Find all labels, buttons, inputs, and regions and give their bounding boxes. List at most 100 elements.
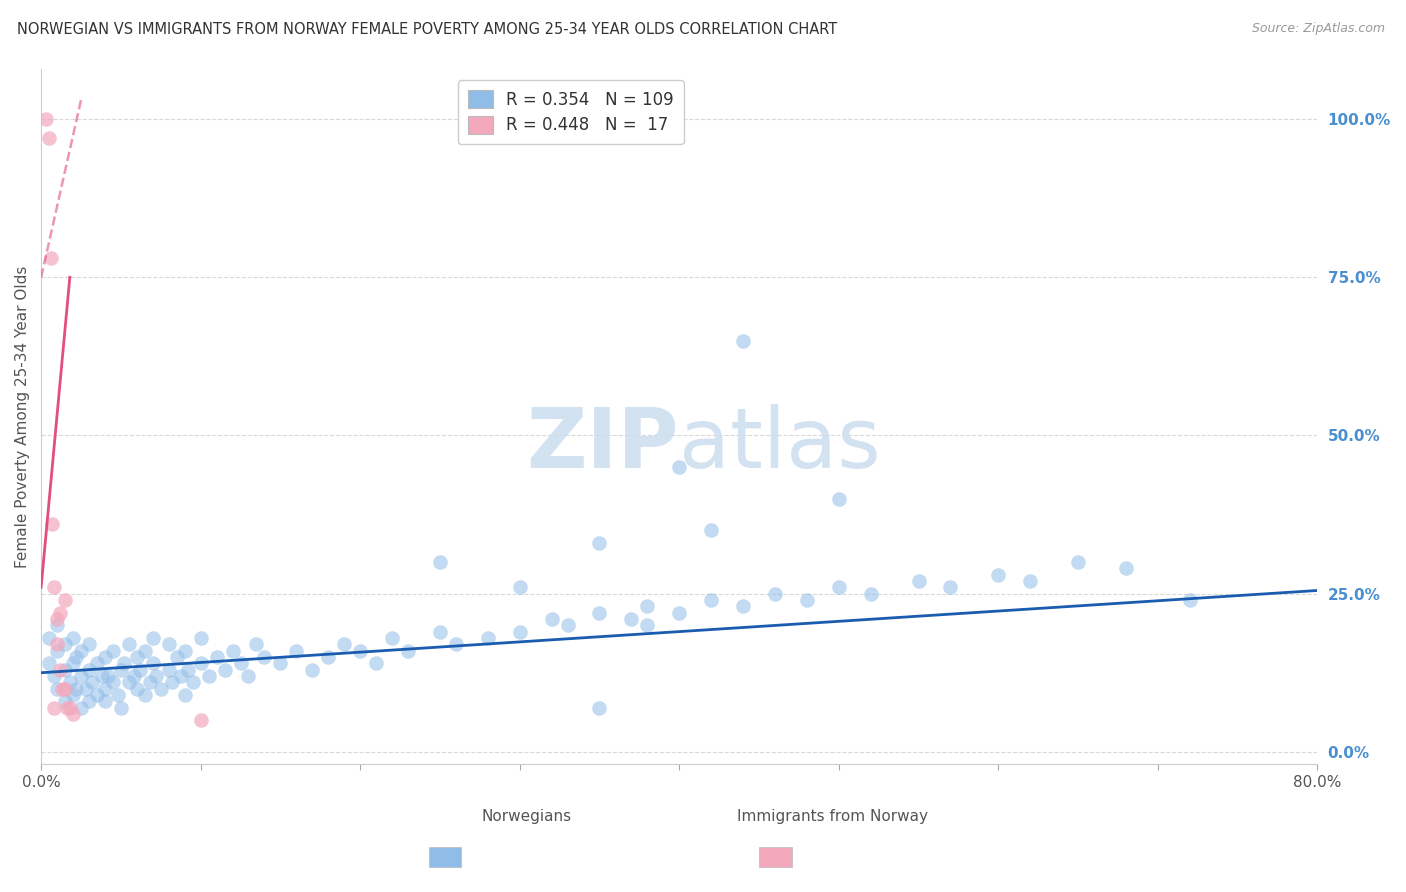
Point: [110, 663, 132, 677]
Point: [41, 516, 63, 531]
Point: [173, 688, 195, 702]
Point: [245, 637, 267, 651]
Point: [197, 669, 219, 683]
Point: [177, 663, 200, 677]
Point: [55, 700, 77, 714]
Point: [70, 643, 93, 657]
Y-axis label: Female Poverty Among 25-34 Year Olds: Female Poverty Among 25-34 Year Olds: [15, 265, 30, 567]
Point: [205, 649, 228, 664]
Text: Norwegians: Norwegians: [481, 809, 571, 824]
Point: [46, 618, 69, 632]
Point: [668, 606, 690, 620]
Point: [700, 524, 723, 538]
Point: [94, 694, 117, 708]
Text: Immigrants from Norway: Immigrants from Norway: [737, 809, 928, 824]
Point: [221, 643, 243, 657]
Point: [38, 631, 60, 645]
Text: ZIP: ZIP: [527, 404, 679, 485]
Point: [1178, 593, 1201, 607]
Point: [145, 669, 167, 683]
Point: [107, 688, 129, 702]
Point: [62, 657, 84, 671]
Point: [38, 657, 60, 671]
Point: [588, 700, 610, 714]
Point: [77, 694, 100, 708]
Point: [859, 587, 882, 601]
Point: [118, 637, 141, 651]
Point: [588, 606, 610, 620]
Point: [173, 643, 195, 657]
Point: [110, 700, 132, 714]
Point: [138, 675, 160, 690]
Point: [142, 657, 165, 671]
Point: [53, 694, 76, 708]
Point: [238, 669, 260, 683]
Point: [42, 700, 65, 714]
Point: [125, 681, 148, 696]
Point: [429, 555, 451, 569]
Point: [366, 657, 388, 671]
Point: [477, 631, 499, 645]
Point: [1019, 574, 1042, 588]
Point: [166, 649, 188, 664]
Point: [77, 637, 100, 651]
Point: [190, 657, 212, 671]
Point: [987, 567, 1010, 582]
Point: [46, 681, 69, 696]
Point: [763, 587, 786, 601]
Point: [125, 649, 148, 664]
Point: [53, 593, 76, 607]
Point: [86, 657, 108, 671]
Point: [62, 706, 84, 721]
Point: [509, 580, 531, 594]
Point: [170, 669, 193, 683]
Point: [62, 631, 84, 645]
Point: [90, 669, 112, 683]
Point: [38, 131, 60, 145]
Point: [101, 643, 124, 657]
Point: [620, 612, 643, 626]
Point: [157, 637, 180, 651]
Point: [65, 649, 87, 664]
Point: [253, 649, 276, 664]
Point: [429, 624, 451, 639]
Point: [59, 675, 82, 690]
Point: [157, 663, 180, 677]
Point: [134, 643, 156, 657]
Point: [59, 700, 82, 714]
Point: [82, 675, 104, 690]
Point: [94, 681, 117, 696]
Point: [907, 574, 929, 588]
Point: [46, 612, 69, 626]
Text: Source: ZipAtlas.com: Source: ZipAtlas.com: [1251, 22, 1385, 36]
Text: NORWEGIAN VS IMMIGRANTS FROM NORWAY FEMALE POVERTY AMONG 25-34 YEAR OLDS CORRELA: NORWEGIAN VS IMMIGRANTS FROM NORWAY FEMA…: [17, 22, 837, 37]
Point: [1115, 561, 1137, 575]
Point: [35, 112, 58, 127]
Point: [540, 612, 562, 626]
Point: [731, 334, 754, 348]
Point: [381, 631, 404, 645]
Point: [122, 669, 145, 683]
Point: [636, 599, 658, 614]
Point: [636, 618, 658, 632]
Point: [1067, 555, 1090, 569]
Point: [42, 669, 65, 683]
Point: [86, 688, 108, 702]
Point: [46, 643, 69, 657]
Point: [190, 631, 212, 645]
Point: [49, 606, 72, 620]
Point: [149, 681, 172, 696]
Point: [269, 657, 291, 671]
Point: [668, 460, 690, 475]
Point: [53, 663, 76, 677]
Point: [557, 618, 579, 632]
Point: [46, 637, 69, 651]
Text: atlas: atlas: [679, 404, 882, 485]
Point: [142, 631, 165, 645]
Point: [190, 713, 212, 727]
Point: [509, 624, 531, 639]
Point: [118, 675, 141, 690]
Point: [731, 599, 754, 614]
Point: [285, 643, 308, 657]
Point: [53, 637, 76, 651]
